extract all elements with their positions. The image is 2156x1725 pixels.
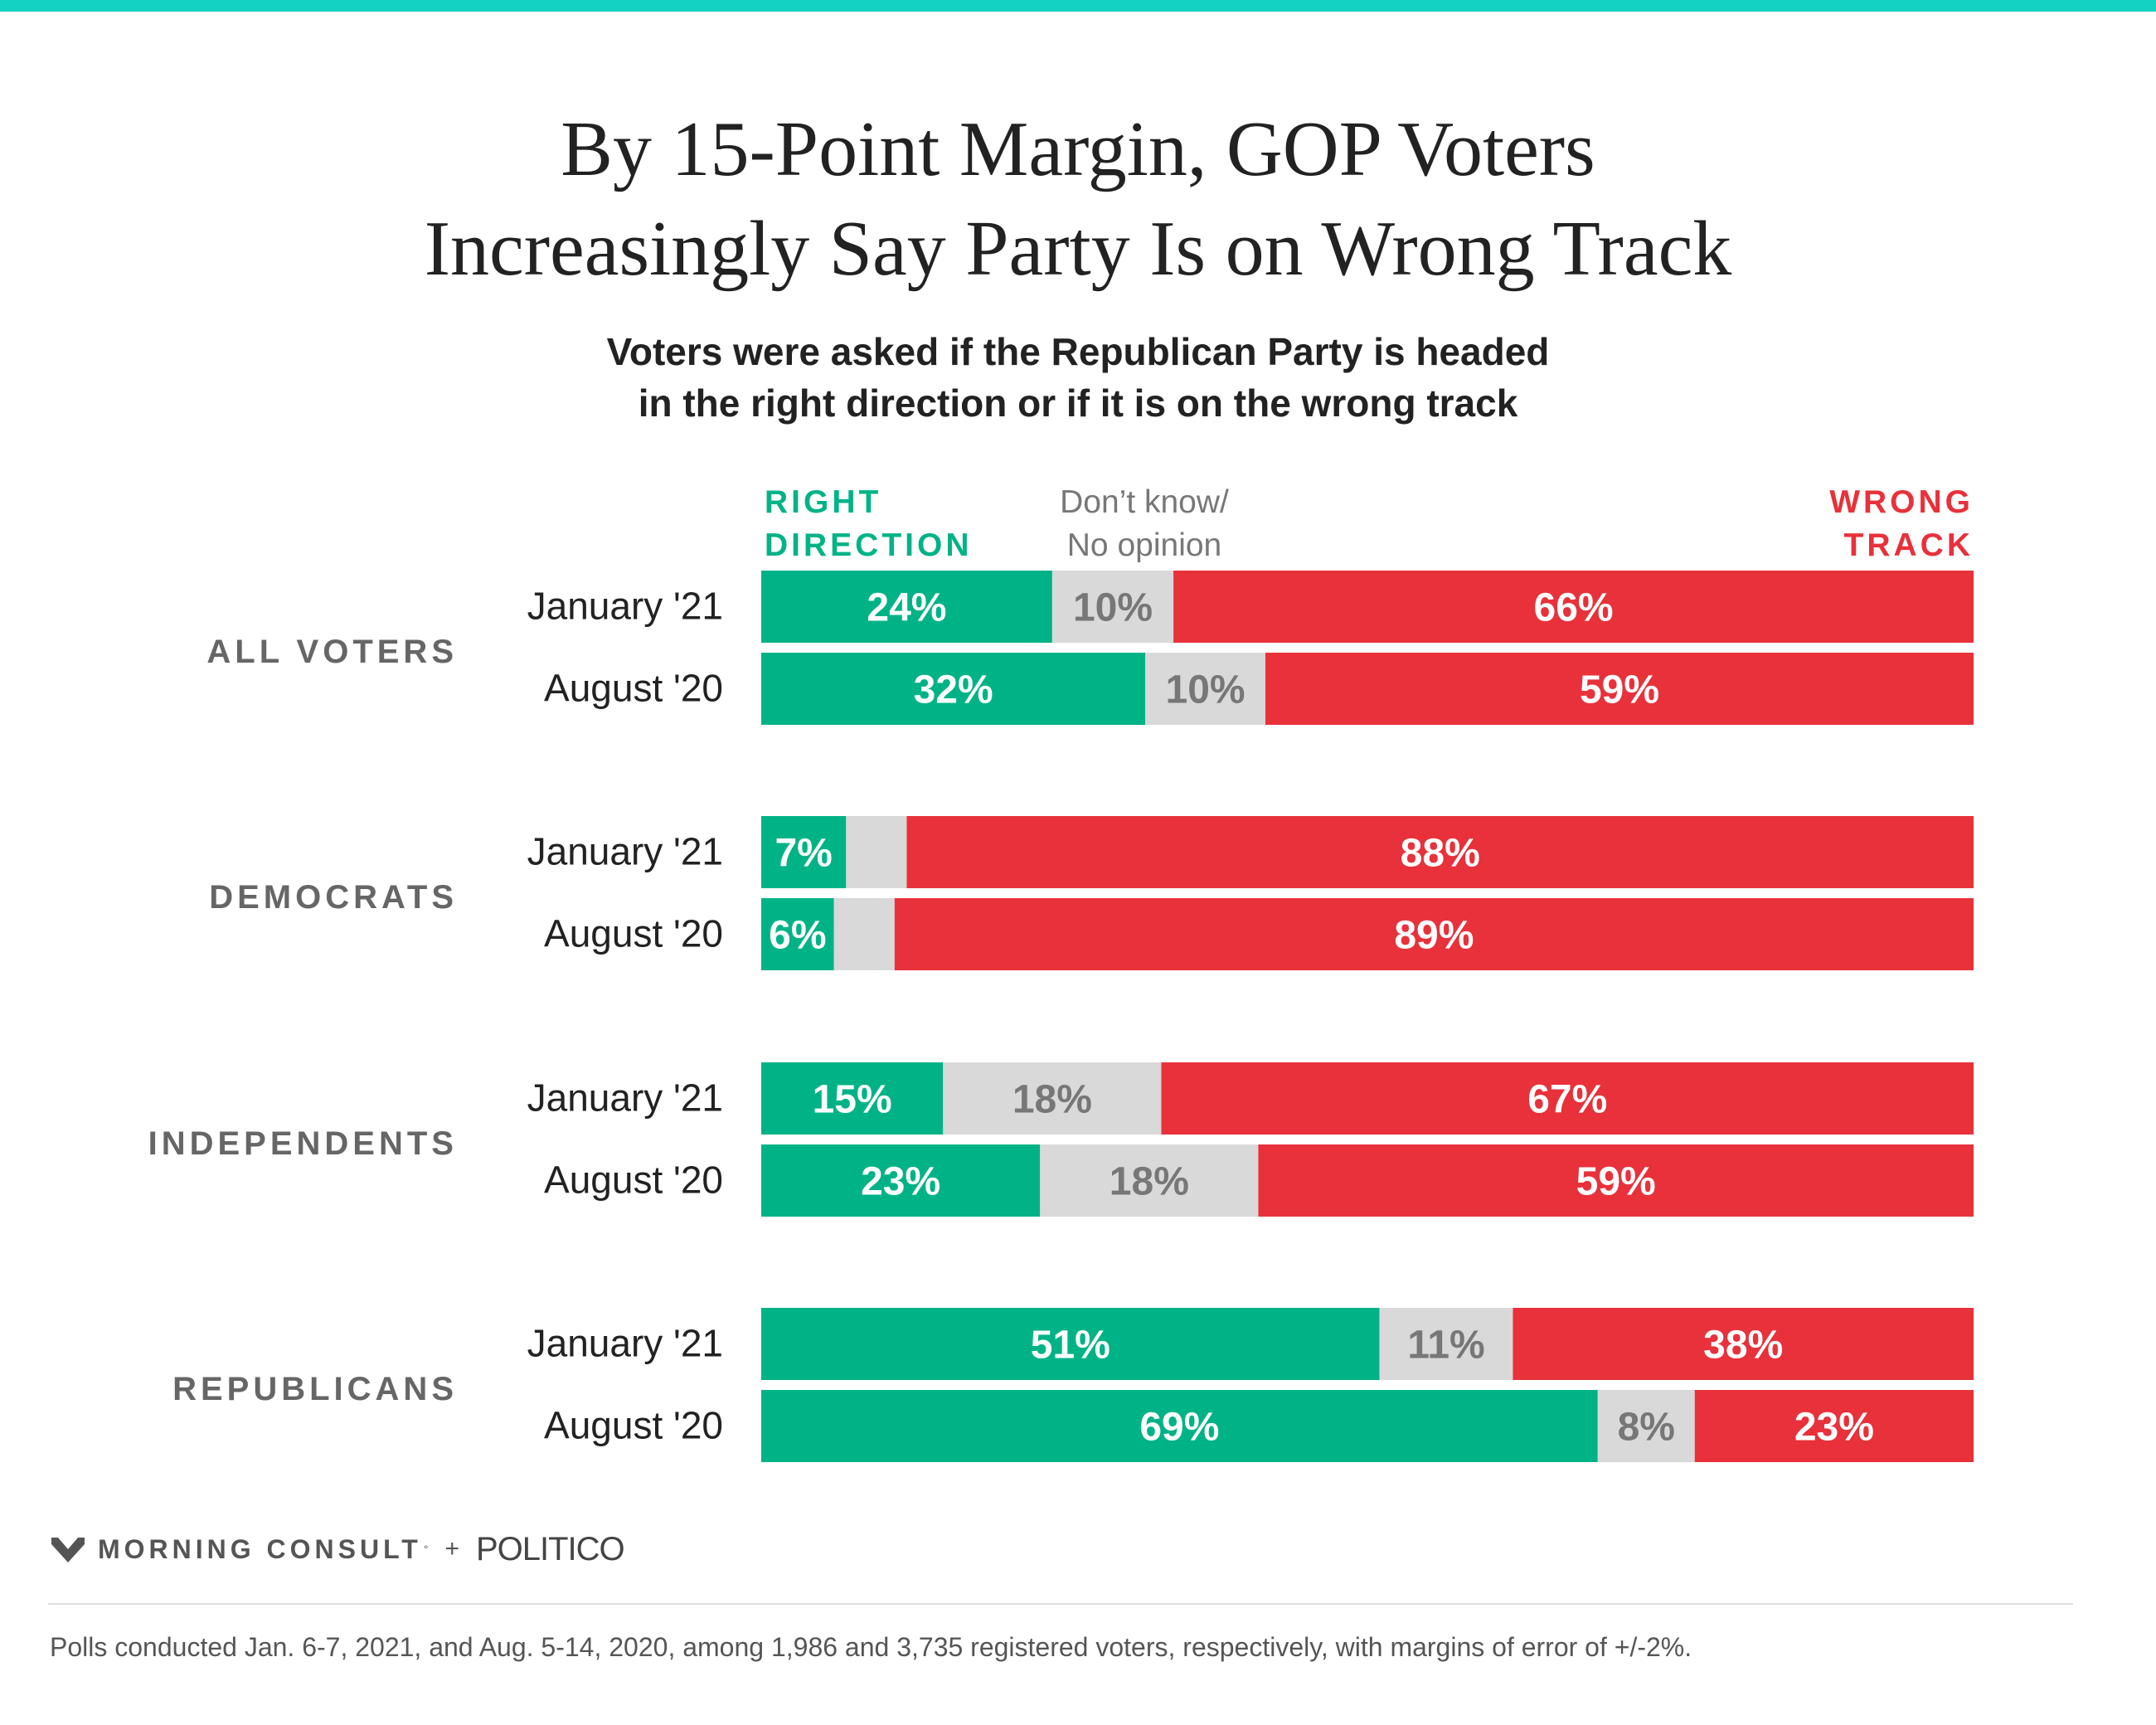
period-label: August '20 <box>544 1404 723 1447</box>
bar-segment-dk <box>1379 1308 1513 1380</box>
bar-segment-dk <box>943 1062 1162 1135</box>
morning-consult-wordmark: MORNING CONSULT <box>98 1533 422 1564</box>
bar-segment-dk <box>1597 1390 1695 1462</box>
data-label-right: 32% <box>914 668 993 712</box>
stacked-bar-chart: ALL VOTERS January '21 24% 10% 66% August '20… <box>148 571 1974 1462</box>
data-label-right: 51% <box>1031 1324 1110 1368</box>
bar-segment-right <box>761 1062 944 1135</box>
data-label-right: 23% <box>861 1160 940 1204</box>
bar-segment-wrong <box>1161 1062 1974 1135</box>
bar-segment-right <box>761 898 834 970</box>
bar-segment-wrong <box>1258 1144 1974 1217</box>
bar-segment-right <box>761 1308 1380 1380</box>
bar-segment-wrong <box>1513 1308 1974 1380</box>
data-label-wrong: 88% <box>1401 832 1480 876</box>
group-label-independents: INDEPENDENTS <box>148 1125 458 1162</box>
period-label: August '20 <box>544 912 723 955</box>
top-accent-bar <box>0 0 2156 12</box>
data-label-right: 6% <box>769 914 826 958</box>
chart-title-line-2: Increasingly Say Party Is on Wrong Track <box>424 206 1732 292</box>
chart-subtitle: Voters were asked if the Republican Part… <box>0 326 2156 429</box>
bar-segment-dk <box>833 898 895 970</box>
data-label-wrong: 59% <box>1576 1160 1656 1204</box>
data-label-right: 7% <box>775 832 832 876</box>
legend-right-line-2: DIRECTION <box>765 527 973 563</box>
bar-segment-dk <box>846 816 907 888</box>
legend-right-line-1: RIGHT <box>765 484 882 520</box>
morning-consult-m-icon <box>51 1538 85 1562</box>
legend-wrong-track: WRONG TRACK <box>1829 481 1974 567</box>
bar-segment-right <box>761 571 1052 643</box>
politico-wordmark: POLITICO <box>475 1530 625 1567</box>
trademark-mark: ° <box>423 1543 429 1556</box>
data-label-wrong: 89% <box>1394 914 1474 958</box>
footer-plus: + <box>444 1535 459 1562</box>
legend-dk-line-2: No opinion <box>1066 527 1222 563</box>
group-label-republicans: REPUBLICANS <box>172 1371 458 1407</box>
legend-wrong-line-1: WRONG <box>1829 484 1974 520</box>
data-label-wrong: 59% <box>1580 668 1659 712</box>
data-label-right: 15% <box>813 1078 892 1122</box>
group-label-all-voters: ALL VOTERS <box>206 634 458 670</box>
bar-segment-dk <box>1051 571 1174 643</box>
chart-title-line-1: By 15-Point Margin, GOP Voters <box>561 106 1595 192</box>
data-label-wrong: 67% <box>1527 1078 1607 1122</box>
data-label-dk: 18% <box>1012 1078 1092 1122</box>
bar-segment-wrong <box>1694 1390 1974 1462</box>
bar-segment-wrong <box>906 816 1974 888</box>
period-label: January '21 <box>527 830 723 873</box>
bar-segment-right <box>761 653 1146 725</box>
data-label-right: 69% <box>1139 1406 1219 1450</box>
legend-dk-line-1: Don’t know/ <box>1060 484 1229 520</box>
group-label-democrats: DEMOCRATS <box>209 879 458 916</box>
chart-subtitle-line-1: Voters were asked if the Republican Part… <box>606 330 1550 373</box>
period-label: January '21 <box>527 1076 723 1120</box>
bar-segment-wrong <box>894 898 1974 970</box>
data-label-right: 24% <box>867 586 946 630</box>
data-label-wrong: 23% <box>1794 1406 1874 1450</box>
bar-segment-dk <box>1145 653 1265 725</box>
data-label-dk: 18% <box>1110 1160 1189 1204</box>
bar-segment-dk <box>1040 1144 1259 1217</box>
footer-logo: MORNING CONSULT ° + POLITICO <box>51 1528 625 1570</box>
bar-segment-right <box>761 1144 1041 1217</box>
data-label-dk: 10% <box>1166 668 1246 712</box>
period-label: August '20 <box>544 667 723 710</box>
period-label: August '20 <box>544 1159 723 1202</box>
footer-divider <box>48 1603 2073 1605</box>
data-label-dk: 10% <box>1073 586 1153 630</box>
data-label-wrong: 38% <box>1703 1324 1783 1368</box>
bar-segment-right <box>761 816 847 888</box>
bar-segment-wrong <box>1265 653 1974 725</box>
legend-right-direction: RIGHT DIRECTION <box>765 481 973 567</box>
bar-segment-wrong <box>1173 571 1974 643</box>
period-label: January '21 <box>527 1322 723 1365</box>
bar-segment-right <box>761 1390 1598 1462</box>
data-label-dk: 11% <box>1407 1324 1484 1368</box>
footnote: Polls conducted Jan. 6-7, 2021, and Aug.… <box>50 1632 1692 1662</box>
chart-title: By 15-Point Margin, GOP Voters Increasin… <box>0 100 2156 299</box>
legend-dont-know: Don’t know/ No opinion <box>1037 481 1252 567</box>
data-label-wrong: 66% <box>1534 586 1614 630</box>
legend-wrong-line-2: TRACK <box>1843 527 1974 563</box>
data-label-dk: 8% <box>1618 1406 1675 1450</box>
period-label: January '21 <box>527 585 723 628</box>
chart-subtitle-line-2: in the right direction or if it is on th… <box>638 381 1518 425</box>
